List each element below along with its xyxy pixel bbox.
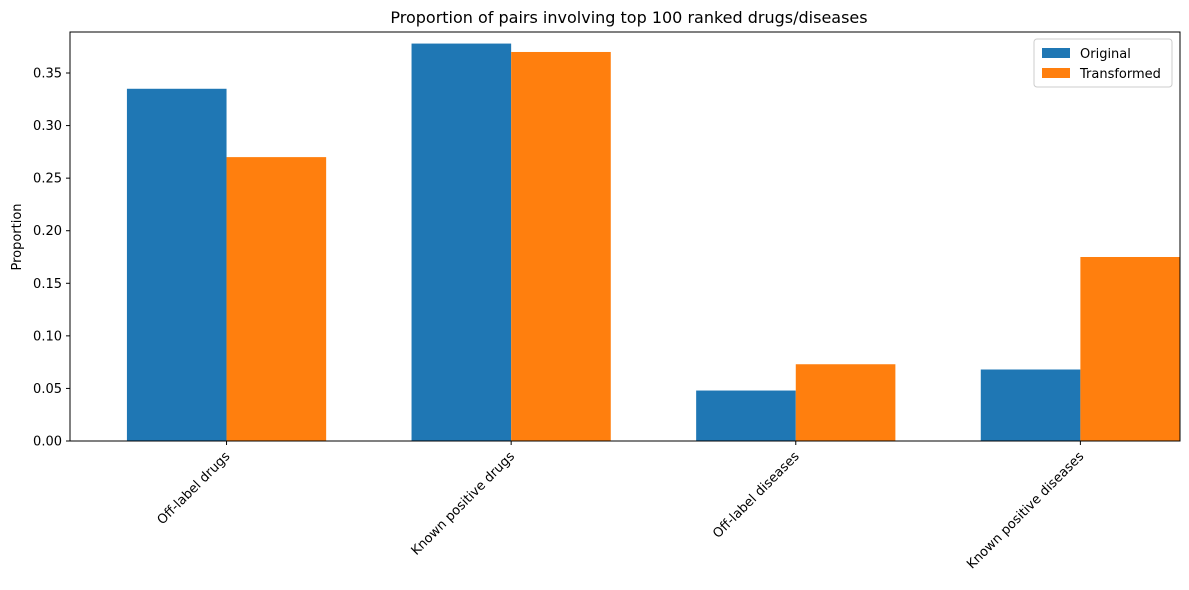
bar-original-0 <box>126 88 227 441</box>
y-tick-label: 0.35 <box>33 67 62 82</box>
y-tick-label: 0.25 <box>33 172 62 187</box>
y-tick-label: 0.15 <box>33 277 62 292</box>
y-tick-label: 0.20 <box>33 224 62 239</box>
x-axis-ticks: Off-label drugs Known positive drugs Off-l… <box>155 441 1087 572</box>
bar-original-2 <box>696 390 796 441</box>
legend-swatch-original <box>1042 48 1070 58</box>
legend-label-original: Original <box>1080 47 1131 62</box>
y-axis-label: Proportion <box>10 203 25 270</box>
y-tick-label: 0.30 <box>33 119 62 134</box>
chart-title: Proportion of pairs involving top 100 ra… <box>390 8 867 27</box>
x-tick-label: Known positive diseases <box>964 449 1087 572</box>
y-tick-label: 0.00 <box>33 435 62 450</box>
y-tick-label: 0.05 <box>33 382 62 397</box>
x-tick-label: Off-label diseases <box>710 449 803 542</box>
bar-transformed-1 <box>511 51 611 441</box>
y-axis-ticks: 0.00 0.05 0.10 0.15 0.20 0.25 0.30 0.35 <box>33 67 70 450</box>
x-tick-label: Off-label drugs <box>155 449 234 528</box>
plot-frame <box>69 31 1181 442</box>
bar-transformed-0 <box>226 157 327 441</box>
bars-layer <box>126 43 1180 441</box>
bar-original-3 <box>980 369 1081 441</box>
legend: Original Transformed <box>1033 38 1173 88</box>
bar-original-1 <box>411 43 512 441</box>
bar-transformed-2 <box>795 364 896 441</box>
legend-label-transformed: Transformed <box>1079 67 1161 82</box>
y-tick-label: 0.10 <box>33 329 62 344</box>
bar-transformed-3 <box>1080 257 1180 441</box>
legend-swatch-transformed <box>1042 68 1070 78</box>
x-tick-label: Known positive drugs <box>409 449 519 559</box>
